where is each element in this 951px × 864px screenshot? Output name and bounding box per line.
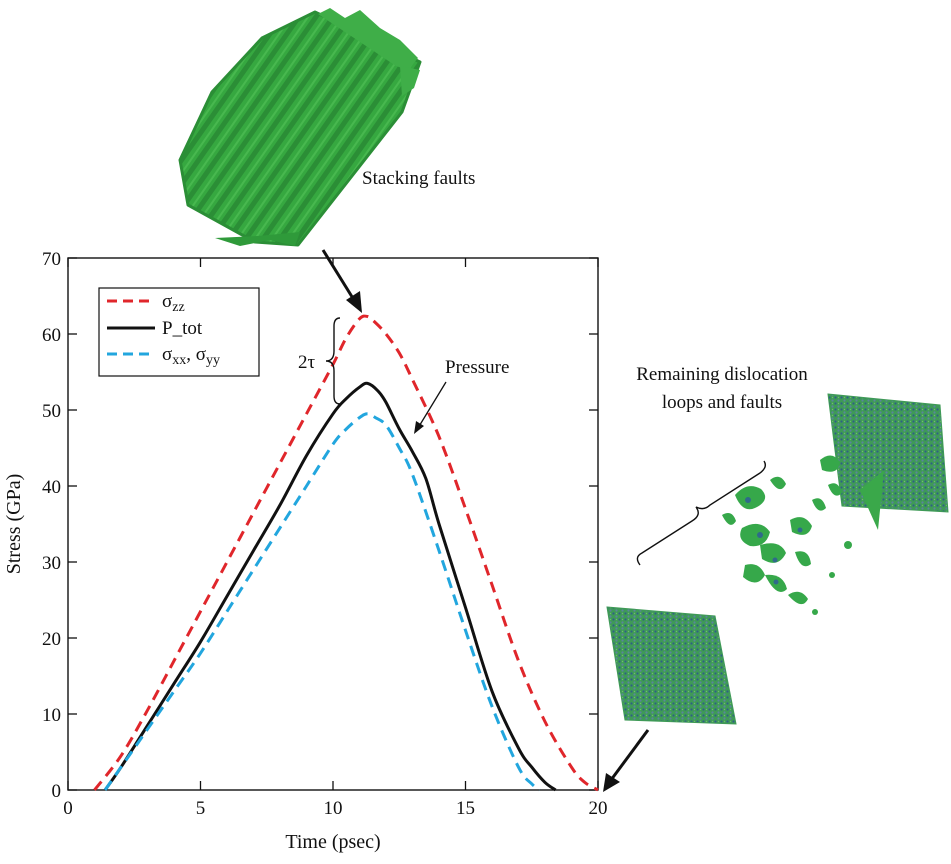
y-axis-label: Stress (GPa): [3, 474, 25, 575]
pressure-pointer-line: [417, 381, 447, 429]
dislocation-loop-cores: [745, 497, 803, 585]
remaining-arrow-line: [609, 729, 650, 781]
pressure-annotation: Pressure: [414, 357, 509, 434]
stacking-faults-label: Stacking faults: [362, 168, 475, 189]
x-tick-label: 0: [63, 798, 73, 819]
lattice-plane-right: [827, 393, 949, 530]
series-line-1: [103, 381, 557, 792]
legend-label-sxx: σxx, σyy: [162, 344, 220, 368]
two-tau-annotation: 2τ: [298, 317, 341, 405]
pressure-pointer-head: [414, 421, 424, 434]
y-tick-label: 20: [42, 629, 61, 650]
x-axis-label: Time (psec): [285, 831, 380, 853]
x-tick-label: 5: [196, 798, 206, 819]
legend-box: [98, 287, 260, 377]
stacking-faults-snapshot: [178, 8, 422, 247]
y-tick-label: 70: [42, 249, 61, 270]
stacking-faults-arrow: [321, 249, 362, 313]
y-tick-label: 40: [42, 477, 61, 498]
y-tick-label: 10: [42, 705, 61, 726]
data-series: [93, 314, 599, 792]
remaining-brace: [636, 460, 767, 566]
two-tau-label: 2τ: [298, 352, 316, 373]
y-tick-label: 0: [52, 781, 62, 802]
y-tick-label: 30: [42, 553, 61, 574]
axis-ticks: [67, 257, 599, 791]
stacking-faults-arrow-head: [346, 291, 362, 313]
legend-label-ptot: P_tot: [162, 318, 203, 339]
x-tick-label: 15: [456, 798, 475, 819]
pressure-label: Pressure: [445, 357, 509, 378]
x-tick-label: 10: [324, 798, 343, 819]
y-tick-label: 60: [42, 325, 61, 346]
remaining-label-line2: loops and faults: [662, 392, 782, 413]
stacking-faults-arrow-line: [321, 249, 356, 301]
series-line-0: [93, 314, 599, 792]
legend: σzz P_tot σxx, σyy: [98, 287, 260, 377]
legend-label-szz: σzz: [162, 291, 185, 315]
dislocation-loops: [722, 455, 852, 615]
remaining-arrow: [603, 729, 650, 792]
x-tick-label: 20: [589, 798, 608, 819]
y-tick-label: 50: [42, 401, 61, 422]
lattice-plane-left: [606, 606, 737, 725]
axis-tick-labels: 0 5 10 15 20 0 10 20 30 40 50 60 70: [42, 249, 608, 819]
series-line-2: [103, 412, 541, 792]
remaining-label-line1: Remaining dislocation: [636, 364, 808, 385]
two-tau-brace: [325, 317, 341, 405]
remaining-arrow-head: [603, 773, 620, 792]
